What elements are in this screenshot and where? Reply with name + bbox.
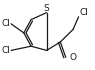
Text: S: S <box>44 4 49 13</box>
Text: Cl: Cl <box>80 8 88 17</box>
Text: Cl: Cl <box>1 46 10 55</box>
Text: O: O <box>69 53 76 62</box>
Text: Cl: Cl <box>1 19 10 28</box>
